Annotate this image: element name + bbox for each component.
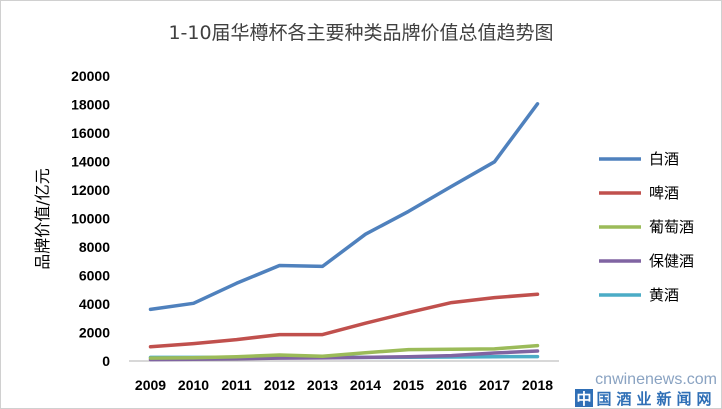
x-tick-labels: 2009 2010 2011 2012 2013 2014 2015 2016 2017 2018: [135, 377, 553, 393]
watermark-char: 国: [596, 390, 611, 408]
y-tick-label: 12000: [71, 182, 110, 198]
y-tick-label: 0: [102, 353, 110, 369]
y-axis-label: 品牌价值/亿元: [33, 168, 52, 269]
watermark-char: 新: [656, 390, 671, 408]
watermark-site-name: 中国酒业新闻网: [575, 389, 712, 408]
series-line: [148, 349, 540, 362]
y-tick-label: 10000: [71, 211, 110, 227]
x-tick-label: 2018: [522, 377, 553, 393]
y-tick-label: 14000: [71, 154, 110, 170]
x-tick-label: 2015: [393, 377, 424, 393]
y-tick-label: 18000: [71, 97, 110, 113]
x-tick-label: 2010: [178, 377, 209, 393]
x-tick-label: 2011: [221, 377, 252, 393]
watermark-char: 闻: [676, 390, 691, 408]
x-tick-label: 2017: [479, 377, 510, 393]
x-tick-label: 2009: [135, 377, 166, 393]
watermark: cnwinenews.com 中国酒业新闻网: [575, 371, 717, 408]
watermark-char: 酒: [616, 390, 631, 408]
legend-label: 白酒: [649, 150, 679, 168]
legend-label: 黄酒: [649, 286, 679, 304]
series-line: [148, 102, 540, 312]
watermark-url: cnwinenews.com: [595, 371, 717, 388]
x-tick-label: 2016: [436, 377, 467, 393]
chart-title: 1-10届华樽杯各主要种类品牌价值总值趋势图: [168, 22, 553, 44]
watermark-logo-box: [575, 389, 593, 407]
watermark-char: 网: [696, 390, 711, 408]
y-tick-label: 16000: [71, 125, 110, 141]
series-line: [148, 343, 540, 360]
legend-label: 葡萄酒: [649, 218, 694, 236]
y-tick-label: 20000: [71, 68, 110, 84]
watermark-char: 中: [576, 390, 591, 408]
x-tick-label: 2013: [307, 377, 338, 393]
y-tick-label: 6000: [79, 268, 110, 284]
series-line: [148, 292, 540, 349]
y-tick-labels: 0 2000 4000 6000 8000 10000 12000 14000 16000 180…: [71, 68, 110, 369]
x-tick-label: 2012: [264, 377, 295, 393]
legend-label: 啤酒: [649, 184, 679, 202]
watermark-char: 业: [636, 390, 651, 408]
legend-label: 保健酒: [649, 252, 694, 270]
y-tick-label: 8000: [79, 239, 110, 255]
y-tick-label: 4000: [79, 296, 110, 312]
y-tick-label: 2000: [79, 325, 110, 341]
x-tick-label: 2014: [350, 377, 381, 393]
series-lines: [148, 102, 540, 362]
